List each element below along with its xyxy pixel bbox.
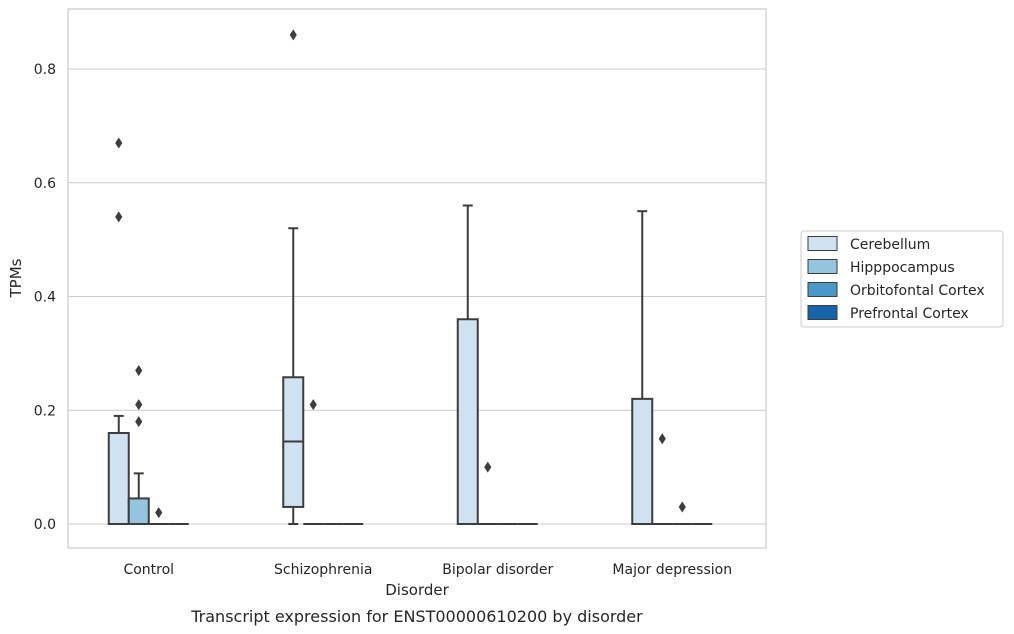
x-tick-label: Major depression	[612, 562, 732, 578]
box-hipppocampus	[127, 364, 150, 525]
outlier-point	[658, 433, 666, 445]
box-iqr	[127, 497, 150, 525]
outlier-point	[135, 416, 143, 428]
plot-frame	[67, 8, 767, 549]
x-tick-label: Control	[123, 562, 174, 578]
box-orbitofontal-cortex	[672, 501, 693, 525]
x-tick-label: Schizophrenia	[274, 562, 372, 578]
outlier-point	[115, 211, 123, 223]
legend-swatch	[807, 282, 838, 297]
box-iqr	[456, 318, 479, 525]
y-tick-label: 0.4	[34, 290, 56, 306]
outlier-point	[309, 399, 317, 411]
chart-caption: Transcript expression for ENST0000061020…	[190, 607, 643, 626]
box-hipppocampus	[652, 433, 673, 525]
y-axis-title: TPMs	[7, 258, 25, 298]
outlier-point	[678, 501, 686, 513]
outlier-point	[115, 137, 123, 149]
box-cerebellum	[456, 204, 479, 525]
y-tick-label: 0.2	[34, 403, 56, 419]
box-hipppocampus	[303, 399, 324, 525]
outlier-point	[484, 461, 492, 473]
box-iqr	[631, 397, 654, 525]
legend-swatch	[807, 305, 838, 320]
legend-label: Prefrontal Cortex	[850, 306, 969, 322]
legend: Cerebellum Hipppocampus Orbitofontal Corte…	[800, 230, 1004, 328]
outlier-point	[289, 29, 297, 41]
outlier-point	[135, 399, 143, 411]
legend-label: Hipppocampus	[850, 260, 955, 276]
box-orbitofontal-cortex	[148, 507, 169, 525]
legend-label: Cerebellum	[850, 237, 930, 253]
outlier-point	[155, 507, 163, 519]
box-cerebellum	[282, 29, 305, 525]
x-axis-title: Disorder	[385, 581, 449, 599]
box-plot-series	[107, 29, 713, 525]
y-tick-label: 0.6	[34, 176, 56, 192]
y-tick-label: 0.8	[34, 62, 56, 78]
legend-items: Cerebellum Hipppocampus Orbitofontal Corte…	[807, 236, 985, 322]
legend-frame	[800, 230, 1004, 328]
legend-swatch	[807, 259, 838, 274]
gridlines	[68, 68, 766, 525]
outlier-point	[135, 364, 143, 376]
legend-swatch	[807, 236, 838, 251]
box-iqr	[107, 432, 130, 525]
box-cerebellum	[107, 137, 130, 525]
x-tick-label: Bipolar disorder	[442, 562, 553, 578]
box-cerebellum	[631, 210, 654, 525]
x-axis-ticks: Control Schizophrenia Bipolar disorder Majo…	[123, 562, 732, 578]
box-hipppocampus	[477, 461, 498, 525]
y-axis-ticks: 0.0 0.2 0.4 0.6 0.8	[34, 62, 56, 533]
legend-label: Orbitofontal Cortex	[850, 283, 985, 299]
y-tick-label: 0.0	[34, 517, 56, 533]
